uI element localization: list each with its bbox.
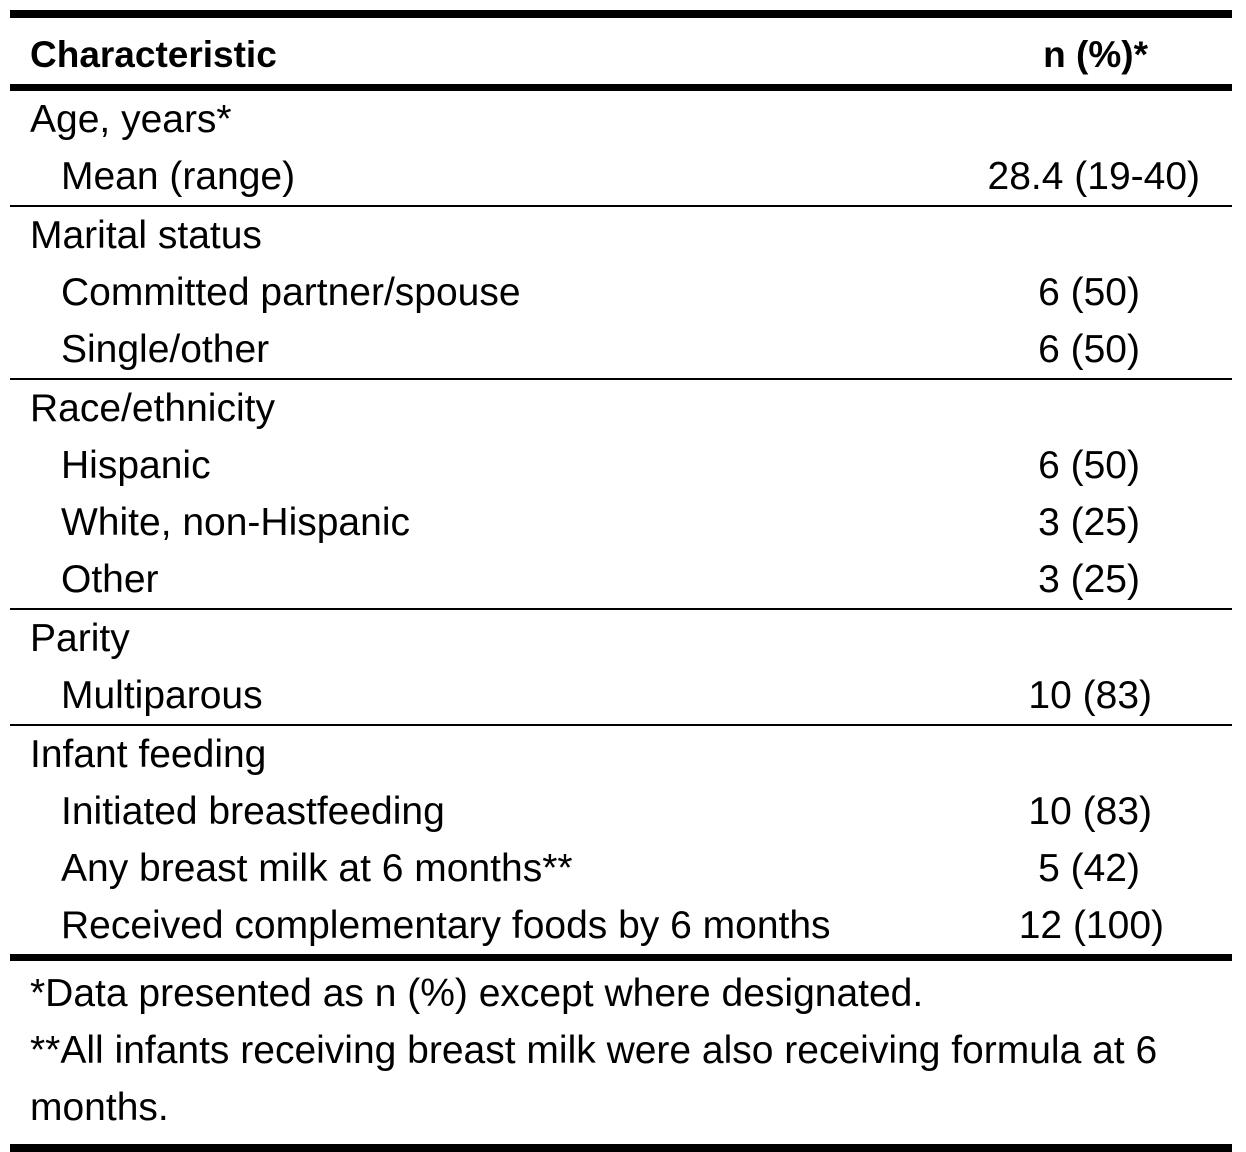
table-bottom-rule bbox=[10, 954, 1232, 961]
section-title: Race/ethnicity bbox=[10, 380, 1232, 437]
table-row: Hispanic 6 (50) bbox=[10, 437, 1232, 494]
row-label: Mean (range) bbox=[61, 155, 296, 198]
section-title-label: Age, years* bbox=[30, 98, 232, 141]
table-row: Other 3 (25) bbox=[10, 551, 1232, 608]
table-row: White, non-Hispanic 3 (25) bbox=[10, 494, 1232, 551]
table-row: Received complementary foods by 6 months… bbox=[10, 897, 1232, 954]
footnote-1: *Data presented as n (%) except where de… bbox=[30, 972, 924, 1015]
section-age: Age, years* Mean (range) 28.4 (19-40) bbox=[10, 91, 1232, 207]
row-value: 10 (83) bbox=[1028, 790, 1152, 833]
row-value: 5 (42) bbox=[1038, 847, 1140, 890]
table-row: Single/other 6 (50) bbox=[10, 321, 1232, 378]
header-n-percent: n (%)* bbox=[1043, 34, 1148, 75]
footnote-bottom-rule bbox=[10, 1144, 1232, 1152]
table-footnotes: *Data presented as n (%) except where de… bbox=[10, 961, 1232, 1144]
section-parity: Parity Multiparous 10 (83) bbox=[10, 610, 1232, 726]
section-infant-feeding: Infant feeding Initiated breastfeeding 1… bbox=[10, 726, 1232, 954]
demographics-table: Characteristic n (%)* Age, years* Mean (… bbox=[10, 10, 1232, 1152]
row-value: 12 (100) bbox=[1018, 904, 1164, 947]
row-label: Hispanic bbox=[61, 444, 211, 487]
row-value: 6 (50) bbox=[1038, 271, 1140, 314]
table-top-rule bbox=[10, 10, 1232, 18]
section-title: Parity bbox=[10, 610, 1232, 667]
row-label: Any breast milk at 6 months** bbox=[61, 847, 573, 890]
header-characteristic: Characteristic bbox=[30, 34, 277, 75]
section-title-label: Parity bbox=[30, 617, 130, 660]
row-label: Single/other bbox=[61, 328, 270, 371]
section-race-ethnicity: Race/ethnicity Hispanic 6 (50) White, no… bbox=[10, 380, 1232, 610]
section-title: Infant feeding bbox=[10, 726, 1232, 783]
row-label: Initiated breastfeeding bbox=[61, 790, 445, 833]
row-label: White, non-Hispanic bbox=[61, 501, 410, 544]
table-row: Mean (range) 28.4 (19-40) bbox=[10, 148, 1232, 205]
footnote-2: **All infants receiving breast milk were… bbox=[30, 1029, 1158, 1129]
row-label: Multiparous bbox=[61, 674, 263, 717]
row-value: 6 (50) bbox=[1038, 328, 1140, 371]
header-rule bbox=[10, 84, 1232, 91]
row-label: Received complementary foods by 6 months bbox=[61, 904, 831, 947]
row-value: 6 (50) bbox=[1038, 444, 1140, 487]
section-title: Age, years* bbox=[10, 91, 1232, 148]
table-header: Characteristic n (%)* bbox=[10, 18, 1232, 84]
row-value: 10 (83) bbox=[1028, 674, 1152, 717]
section-title-label: Race/ethnicity bbox=[30, 387, 275, 430]
table-row: Committed partner/spouse 6 (50) bbox=[10, 264, 1232, 321]
section-marital-status: Marital status Committed partner/spouse … bbox=[10, 207, 1232, 380]
section-title-label: Infant feeding bbox=[30, 733, 267, 776]
table-row: Initiated breastfeeding 10 (83) bbox=[10, 783, 1232, 840]
row-label: Other bbox=[61, 558, 159, 601]
section-title: Marital status bbox=[10, 207, 1232, 264]
row-value: 3 (25) bbox=[1038, 558, 1140, 601]
row-label: Committed partner/spouse bbox=[61, 271, 521, 314]
table-row: Multiparous 10 (83) bbox=[10, 667, 1232, 724]
row-value: 28.4 (19-40) bbox=[987, 155, 1200, 198]
row-value: 3 (25) bbox=[1038, 501, 1140, 544]
section-title-label: Marital status bbox=[30, 214, 262, 257]
table-row: Any breast milk at 6 months** 5 (42) bbox=[10, 840, 1232, 897]
